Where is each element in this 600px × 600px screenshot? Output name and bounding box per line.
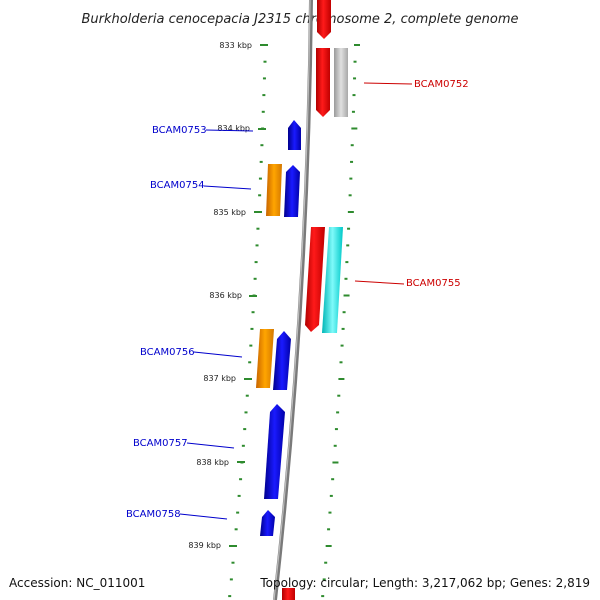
genome-backbone: [273, 0, 313, 600]
tick-label: 834 kbp: [217, 124, 250, 133]
gene-arrow-BCAM0753: [288, 120, 301, 150]
gene-arrow-BCAM0757: [264, 404, 285, 499]
accession-text: Accession: NC_011001: [9, 576, 145, 590]
gene-arrow-BCAM0754: [284, 165, 300, 217]
backbone-highlight: [273, 0, 311, 600]
gene-arrow-bottom-partial: [282, 588, 295, 600]
gene-label-BCAM0754[interactable]: BCAM0754: [150, 180, 252, 191]
gene-label-text: BCAM0756: [140, 347, 195, 358]
gene-label-text: BCAM0758: [126, 509, 181, 520]
gene-label-text: BCAM0754: [150, 180, 205, 191]
gene-block-BCAM0752-cds: [334, 48, 348, 117]
tick-label: 838 kbp: [196, 458, 229, 467]
gene-label-BCAM0752[interactable]: BCAM0752: [363, 79, 469, 90]
gene-arrow-BCAM0755: [305, 227, 325, 332]
gene-arrow-top-partial: [317, 0, 331, 39]
gene-label-text: BCAM0755: [406, 278, 461, 289]
tick-track-right: [321, 44, 360, 598]
tick-label: 837 kbp: [203, 374, 236, 383]
tick-839: 839 kbp: [188, 541, 237, 550]
tick-837: 837 kbp: [203, 374, 252, 383]
tick-836: 836 kbp: [209, 291, 257, 300]
gene-label-BCAM0758[interactable]: BCAM0758: [126, 509, 228, 520]
gene-block-BCAM0755-cds: [322, 227, 343, 333]
gene-label-BCAM0756[interactable]: BCAM0756: [140, 347, 243, 358]
gene-label-BCAM0757[interactable]: BCAM0757: [133, 438, 235, 449]
tick-834: 834 kbp: [217, 124, 266, 133]
gene-block-BCAM0756-rna: [256, 329, 274, 388]
genome-summary-text: Topology: circular; Length: 3,217,062 bp…: [259, 576, 590, 590]
gene-arrow-BCAM0756: [273, 331, 291, 390]
tick-835: 835 kbp: [213, 208, 262, 217]
tick-label: 839 kbp: [188, 541, 221, 550]
tick-label: 836 kbp: [209, 291, 242, 300]
tick-833: 833 kbp: [219, 41, 268, 50]
gene-label-text: BCAM0757: [133, 438, 188, 449]
gene-arrow-BCAM0758: [260, 510, 275, 536]
gene-label-BCAM0753[interactable]: BCAM0753: [152, 125, 254, 136]
gene-label-BCAM0755[interactable]: BCAM0755: [354, 278, 461, 289]
tick-label: 833 kbp: [219, 41, 252, 50]
map-title: Burkholderia cenocepacia J2315 chromosom…: [81, 12, 518, 27]
gene-label-text: BCAM0752: [414, 79, 469, 90]
tick-label: 835 kbp: [213, 208, 246, 217]
gene-arrow-BCAM0752: [316, 48, 330, 117]
gene-label-text: BCAM0753: [152, 125, 207, 136]
gene-block-BCAM0754-rna: [266, 164, 282, 216]
tick-838: 838 kbp: [196, 458, 245, 467]
